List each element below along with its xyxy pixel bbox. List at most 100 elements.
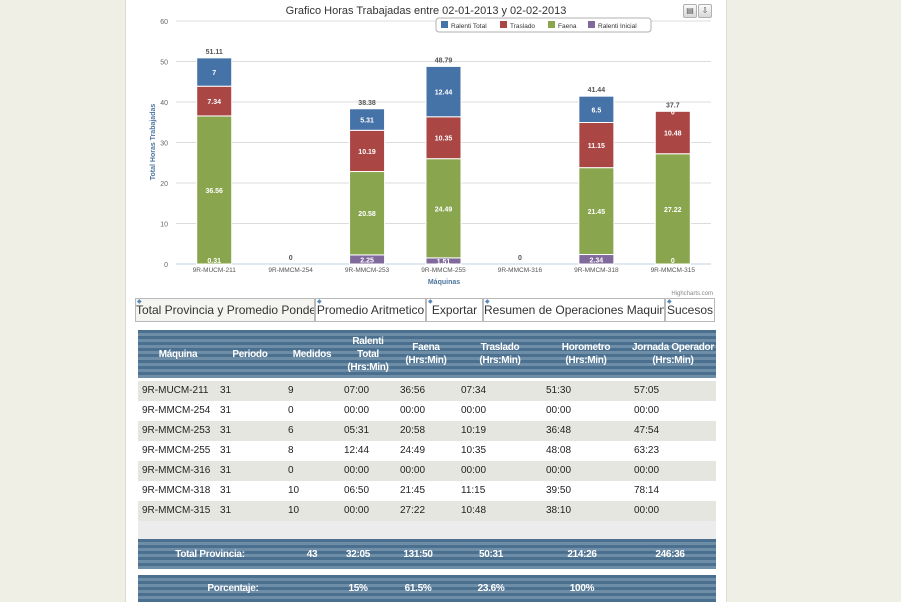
cell-traslado: 10:48 [461,505,487,516]
cell-horometro: 38:10 [546,505,572,516]
table-row: 9R-MMCM-318 31 10 06:50 21:45 11:15 39:50 78:14 [138,481,716,501]
data-label: 1.51 [437,259,451,266]
tab-label: Promedio Aritmetico [316,303,425,317]
table-header: Máquina Periodo Medidos Ralenti Total (Hr… [138,330,716,378]
stack-total-label: 0 [518,255,522,262]
stack-total-label: 38.38 [358,100,376,107]
cell-jornada: 78:14 [634,485,660,496]
col-maquina: Máquina [158,348,198,360]
cell-faena: 36:56 [400,385,426,396]
download-icon[interactable]: ⇩ [698,4,712,18]
bar-segment [425,65,462,118]
legend-swatch [441,21,448,28]
legend-label: Ralenti Total [451,23,487,30]
x-tick-label: 9R-MMCM-255 [421,267,466,274]
cell-medidos: 6 [288,425,294,436]
chart-credit: Highcharts.com [671,291,713,297]
cell-horometro: 36:48 [546,425,572,436]
col-faena: Faena (Hrs:Min) [405,342,447,366]
cell-periodo: 31 [220,425,232,436]
data-label: 0 [671,109,675,116]
cell-faena: 27:22 [400,505,426,516]
cell-faena: 00:00 [400,465,426,476]
total-label: Total Provincia: [175,548,245,560]
total-medidos: 43 [306,548,318,560]
x-tick-label: 9R-MMCM-316 [498,267,543,274]
y-tick-label: 0 [164,262,168,269]
cell-ralenti: 00:00 [344,405,370,416]
percent-row: Porcentaje: 15% 61.5% 23.6% 100% [138,575,716,602]
cell-periodo: 31 [220,405,232,416]
summary-table: Máquina Periodo Medidos Ralenti Total (Hr… [138,330,716,602]
table-row: 9R-MMCM-315 31 10 00:00 27:22 10:48 38:10 00:00 [138,501,716,521]
cell-horometro: 48:08 [546,445,572,456]
y-tick-label: 60 [160,19,168,26]
percent-faena: 61.5% [404,583,432,594]
percent-label: Porcentaje: [207,583,259,594]
stack-total-label: 48.79 [435,57,453,64]
table-row: 9R-MUCM-211 31 9 07:00 36:56 07:34 51:30 57:05 [138,381,716,401]
stack-total-label: 0 [289,255,293,262]
bar-segment [196,85,233,117]
cell-horometro: 00:00 [546,465,572,476]
cell-horometro: 39:50 [546,485,572,496]
bar-segment [578,95,615,123]
tab-corner-icon: ◆ [317,299,322,305]
tab-exportar[interactable]: ◆ Exportar [426,298,483,321]
cell-maquina: 9R-MMCM-315 [142,505,211,516]
total-row: Total Provincia: 43 32:05 131:50 50:31 2… [138,539,716,569]
tab-total-provincia[interactable]: ◆ Total Provincia y Promedio Ponderado [135,298,315,321]
data-label: 5.31 [360,118,374,125]
table-body: 9R-MUCM-211 31 9 07:00 36:56 07:34 51:30 57:05 9… [138,381,716,521]
data-label: 7 [212,70,216,77]
table-row: 9R-MMCM-253 31 6 05:31 20:58 10:19 36:48 47:54 [138,421,716,441]
data-label: 2.25 [360,257,374,264]
data-label: 36.56 [205,188,223,195]
tab-corner-icon: ◆ [667,299,672,305]
printer-icon[interactable]: ▤ [683,4,697,18]
cell-horometro: 51:30 [546,385,572,396]
cell-maquina: 9R-MMCM-255 [142,445,211,456]
data-label: 10.19 [358,149,376,156]
cell-jornada: 57:05 [634,385,660,396]
cell-ralenti: 07:00 [344,385,370,396]
total-jornada: 246:36 [655,548,685,560]
cell-medidos: 10 [288,505,300,516]
cell-traslado: 11:15 [461,485,486,496]
tab-label: Resumen de Operaciones Maquinas [484,303,665,317]
stack-total-label: 51.11 [206,49,223,56]
cell-traslado: 00:00 [461,405,487,416]
cell-faena: 24:49 [400,445,426,456]
data-label: 21.45 [588,209,606,216]
cell-medidos: 0 [288,465,294,476]
data-label: 11.15 [588,143,605,150]
percent-horometro: 100% [569,583,595,594]
cell-maquina: 9R-MUCM-211 [142,385,209,396]
tab-label: Total Provincia y Promedio Ponderado [136,303,314,317]
cell-jornada: 00:00 [634,405,660,416]
x-tick-label: 9R-MMCM-254 [268,267,313,274]
total-horometro: 214:26 [567,548,597,560]
percent-ralenti: 15% [348,583,368,594]
tab-sucesos[interactable]: ◆ Sucesos [665,298,715,321]
cell-periodo: 31 [220,505,232,516]
cell-traslado: 07:34 [461,385,487,396]
tab-corner-icon: ◆ [137,299,142,305]
y-tick-label: 50 [160,60,168,67]
chart-svg: Grafico Horas Trabajadas entre 02-01-201… [150,5,713,297]
cell-ralenti: 00:00 [344,465,370,476]
total-faena: 131:50 [403,548,433,560]
col-periodo: Periodo [232,348,268,360]
table-row: 9R-MMCM-316 31 0 00:00 00:00 00:00 00:00 00:00 [138,461,716,481]
tab-resumen-operaciones[interactable]: ◆ Resumen de Operaciones Maquinas [483,298,665,321]
legend-label: Ralenti Inicial [598,23,637,30]
bar-segment [654,110,691,155]
cell-maquina: 9R-MMCM-318 [142,485,211,496]
y-tick-label: 40 [160,100,168,107]
x-axis-title: Máquinas [428,279,460,286]
tab-label: Exportar [431,303,478,317]
report-tabs: ◆ Total Provincia y Promedio Ponderado ◆… [135,298,715,322]
data-label: 24.49 [435,206,453,213]
col-medidos: Medidos [292,348,332,360]
tab-promedio-aritmetico[interactable]: ◆ Promedio Aritmetico [315,298,426,321]
